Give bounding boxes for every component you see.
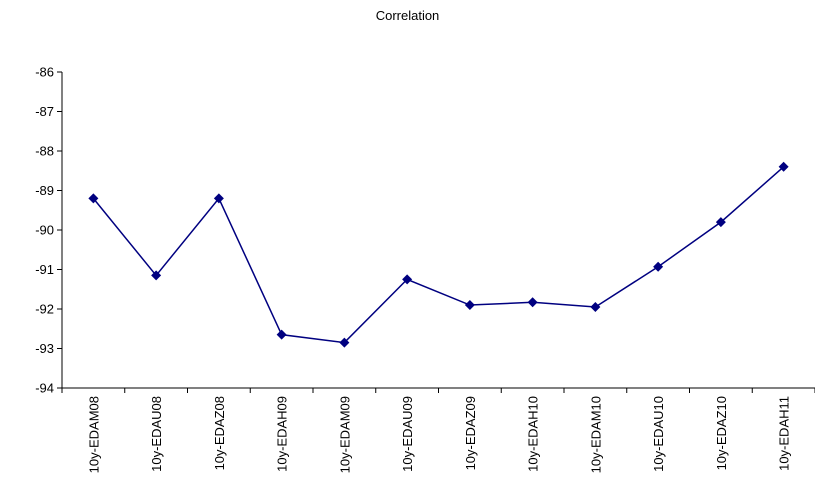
y-tick-label: -90 [35, 223, 54, 238]
data-point [339, 337, 350, 348]
data-point [464, 300, 475, 311]
series-line [92, 166, 785, 344]
y-tick-label: -88 [35, 144, 54, 159]
data-point [276, 329, 287, 340]
data-point [778, 161, 789, 172]
data-point [402, 274, 413, 285]
x-tick-label: 10y-EDAZ10 [714, 396, 729, 470]
series-layer [88, 161, 789, 348]
data-point [88, 193, 99, 204]
data-point [715, 217, 726, 228]
y-tick-label: -93 [35, 341, 54, 356]
x-tick-label: 10y-EDAH10 [526, 396, 541, 472]
data-point [527, 297, 538, 308]
x-tick-label: 10y-EDAM09 [337, 396, 352, 473]
data-point [653, 261, 664, 272]
y-tick-label: -89 [35, 183, 54, 198]
y-tick-label: -92 [35, 302, 54, 317]
x-tick-label: 10y-EDAU08 [149, 396, 164, 472]
data-point [213, 193, 224, 204]
x-tick-label: 10y-EDAH09 [275, 396, 290, 472]
x-tick-label: 10y-EDAM10 [588, 396, 603, 473]
data-point [151, 270, 162, 281]
y-tick-label: -94 [35, 381, 54, 396]
x-tick-label: 10y-EDAH11 [777, 396, 792, 471]
x-tick-label: 10y-EDAZ08 [212, 396, 227, 470]
x-tick-label: 10y-EDAU09 [400, 396, 415, 472]
x-tick-label: 10y-EDAM08 [86, 396, 101, 473]
x-axis-ticks: 10y-EDAM08 10y-EDAU08 10y-EDAZ08 10y-EDAH09… [61, 388, 815, 473]
x-tick-label: 10y-EDAZ09 [463, 396, 478, 470]
chart-title: Correlation [375, 8, 440, 23]
chart-axes [61, 72, 815, 389]
x-tick-label: 10y-EDAU10 [651, 396, 666, 472]
y-axis-ticks: -86 -87 -88 -89 -90 -91 -92 -93 -94 [35, 65, 62, 396]
data-point [590, 302, 601, 313]
y-tick-label: -91 [35, 262, 54, 277]
y-tick-label: -87 [35, 104, 54, 119]
y-tick-label: -86 [35, 65, 54, 80]
